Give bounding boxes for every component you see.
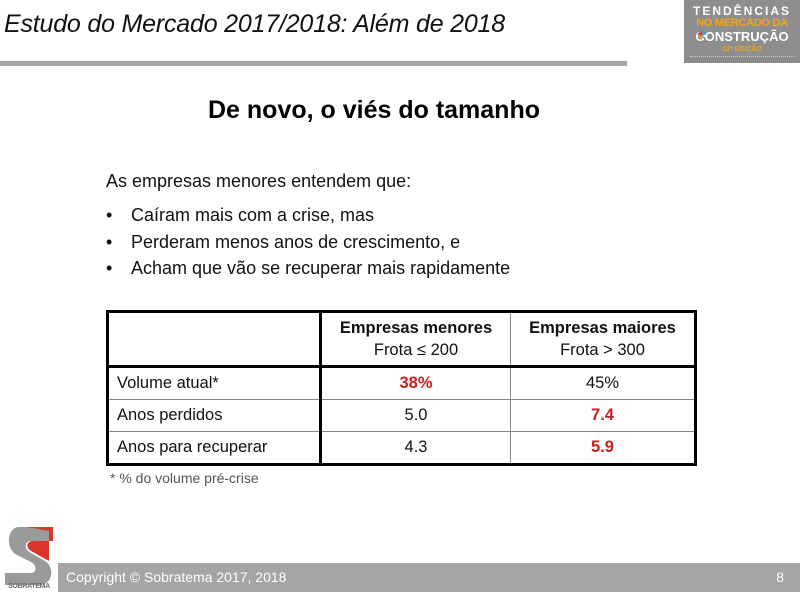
badge-line-3: CONSTRUÇÃO: [695, 29, 789, 44]
badge-edition: 12ª EDIÇÃO: [722, 46, 762, 53]
bullet-icon: •: [106, 205, 113, 225]
cell-maiores: 45%: [510, 366, 696, 400]
header-cell-maiores: Empresas maiores Frota > 300: [510, 311, 696, 368]
cell-maiores: 5.9: [510, 431, 696, 465]
row-label: Anos para recuperar: [107, 431, 322, 465]
table-row: Volume atual* 38% 45%: [107, 366, 696, 400]
row-label: Anos perdidos: [107, 399, 322, 432]
header-subtitle: Frota ≤ 200: [373, 341, 459, 359]
header-cell-menores: Empresas menores Frota ≤ 200: [320, 311, 511, 368]
badge-line-1: TENDÊNCIAS: [692, 4, 791, 18]
badge-cube-icon: [697, 31, 707, 41]
logo-wordmark: SOBRATEMA: [8, 583, 50, 590]
cell-menores: 5.0: [320, 399, 511, 432]
bullet-list: • Caíram mais com a crise, mas • Perderam …: [106, 202, 510, 282]
comparison-table: Empresas menores Frota ≤ 200 Empresas ma…: [106, 310, 697, 466]
tendencias-badge-logo: TENDÊNCIAS NO MERCADO DA CONSTRUÇÃO 12ª …: [684, 0, 800, 63]
cell-menores: 38%: [320, 366, 511, 400]
slide-title: De novo, o viés do tamanho: [208, 96, 540, 124]
header-title: Empresas menores: [339, 319, 493, 337]
bullet-icon: •: [106, 258, 113, 278]
header-subtitle: Frota > 300: [560, 341, 645, 359]
bullet-text: Perderam menos anos de crescimento, e: [131, 231, 461, 252]
table-footnote: * % do volume pré-crise: [110, 470, 259, 486]
table-header-row: Empresas menores Frota ≤ 200 Empresas ma…: [107, 311, 696, 368]
bullet-item: • Acham que vão se recuperar mais rapidam…: [106, 255, 510, 282]
table-row: Anos perdidos 5.0 7.4: [107, 399, 696, 432]
footer-copyright: Copyright © Sobratema 2017, 2018: [66, 569, 287, 585]
row-label: Volume atual*: [107, 366, 322, 400]
footer-bar: Copyright © Sobratema 2017, 2018 8: [58, 563, 800, 592]
bullet-item: • Perderam menos anos de crescimento, e: [106, 229, 510, 256]
bullet-item: • Caíram mais com a crise, mas: [106, 202, 510, 229]
table-row: Anos para recuperar 4.3 5.9: [107, 431, 696, 465]
sobratema-logo-icon: [5, 527, 53, 585]
header-divider: [0, 61, 627, 66]
header-title: Estudo do Mercado 2017/2018: Além de 201…: [4, 10, 505, 38]
badge-line-2: NO MERCADO DA: [696, 17, 788, 29]
cell-menores: 4.3: [320, 431, 511, 465]
page-number: 8: [776, 569, 784, 585]
header-title: Empresas maiores: [529, 319, 676, 337]
cell-maiores: 7.4: [510, 399, 696, 432]
badge-dotted-line: [690, 56, 794, 57]
intro-text: As empresas menores entendem que:: [106, 171, 412, 191]
header-cell-empty: [107, 311, 322, 368]
bullet-text: Acham que vão se recuperar mais rapidame…: [131, 258, 511, 278]
bullet-icon: •: [106, 231, 113, 252]
bullet-text: Caíram mais com a crise, mas: [131, 205, 375, 225]
